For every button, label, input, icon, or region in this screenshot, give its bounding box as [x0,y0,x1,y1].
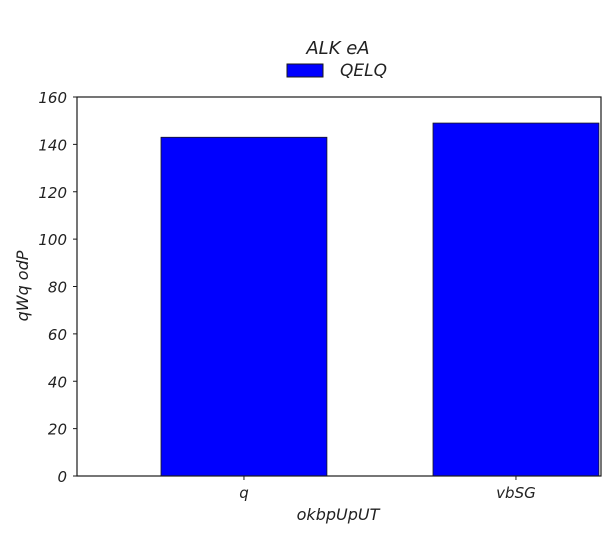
legend-label: QELQ [340,61,387,81]
y-tick-label: 40 [48,373,67,391]
y-tick-label: 100 [38,231,67,249]
x-axis-ticks: q vbSG [239,476,536,502]
x-tick-label: vbSG [496,484,536,502]
y-tick-label: 80 [48,279,67,297]
legend-swatch [286,63,324,78]
y-tick-label: 160 [38,89,67,107]
y-tick-label: 120 [38,184,67,202]
chart-title: ALK eA [305,38,369,59]
y-tick-label: 140 [38,136,67,154]
legend: QELQ [286,61,387,81]
y-axis-label: qWq odP [13,250,32,321]
bar-q [160,136,328,477]
x-tick-label: q [239,484,249,502]
y-tick-label: 0 [57,468,67,486]
x-axis-label: okbpUpUT [297,505,381,524]
bar-vbSG [432,122,600,477]
bars-group [160,122,600,477]
y-axis-ticks: 0 20 40 60 80 100 120 140 160 [38,89,77,486]
plot-frame [76,96,602,477]
y-tick-label: 60 [48,326,67,344]
y-tick-label: 20 [48,421,67,439]
